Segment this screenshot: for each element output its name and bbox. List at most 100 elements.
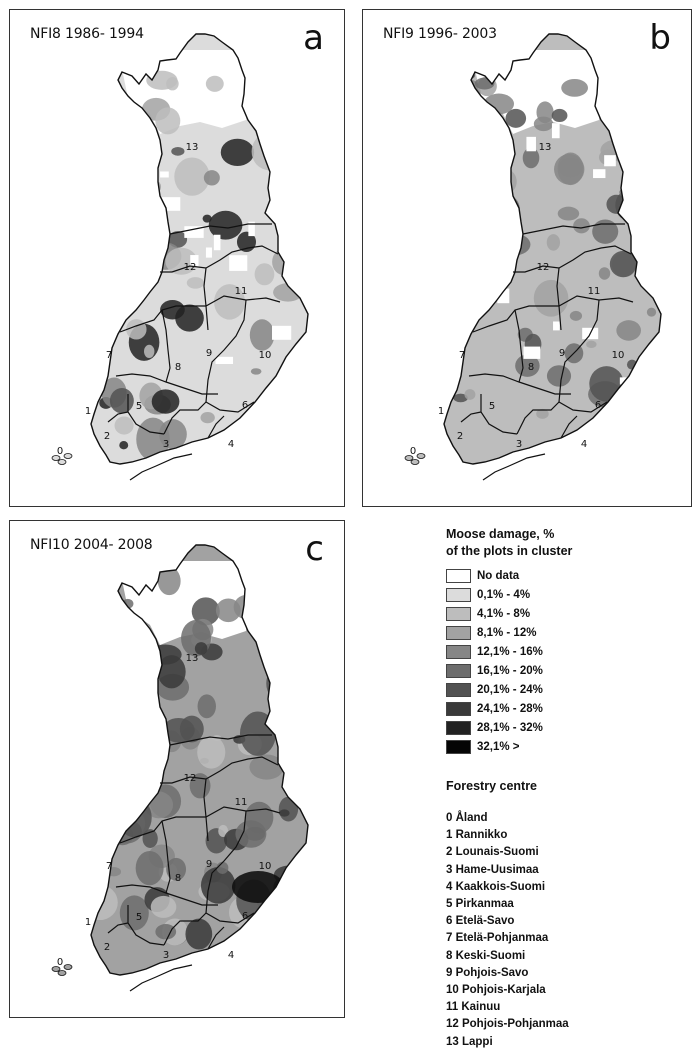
country-outline	[90, 544, 309, 976]
forestry-centre-item: 1 Rannikko	[446, 829, 508, 842]
region-number: 2	[457, 431, 463, 442]
region-number: 1	[85, 917, 91, 928]
region-number: 4	[228, 950, 234, 961]
no-data-area	[118, 50, 250, 134]
damage-cluster	[586, 340, 597, 349]
region-number: 10	[259, 861, 272, 872]
region-number: 7	[106, 861, 112, 872]
map-panel-b: 0 1 2 3 4 5 6 7 8 9 10 11 12 13 NFI9 1996- 2003 b	[362, 9, 692, 507]
forestry-centre-item: 2 Lounais-Suomi	[446, 846, 539, 859]
damage-cluster	[281, 674, 295, 692]
region-number: 1	[438, 406, 444, 417]
forestry-centre-border	[205, 810, 247, 914]
damage-cluster	[254, 263, 275, 286]
aland-island	[63, 964, 73, 970]
damage-cluster	[609, 250, 637, 278]
forestry-centre-border	[472, 295, 634, 333]
legend-swatch	[446, 663, 471, 678]
region-number: 8	[528, 362, 534, 373]
damage-cluster	[627, 427, 653, 455]
region-number: 0	[57, 957, 63, 968]
legend-swatch	[446, 644, 471, 659]
damage-cluster	[522, 147, 540, 169]
damage-cluster	[233, 594, 261, 620]
region-number: 1	[85, 406, 91, 417]
damage-cluster	[505, 108, 527, 128]
damage-cluster	[271, 659, 298, 686]
no-data-patch	[593, 169, 606, 179]
damage-cluster	[205, 75, 224, 92]
damage-cluster	[573, 218, 590, 234]
country-outline	[90, 33, 309, 465]
damage-cluster	[483, 93, 515, 115]
region-number: 13	[186, 653, 199, 664]
forestry-centre-border	[127, 905, 165, 946]
region-number: 9	[559, 348, 565, 359]
forestry-centre-item: 5 Pirkanmaa	[446, 898, 514, 911]
no-data-patch	[475, 158, 491, 167]
damage-cluster	[185, 918, 213, 950]
legend-item: 0,1% - 4%	[446, 585, 686, 604]
damage-cluster	[249, 433, 272, 451]
damage-cluster	[614, 432, 629, 450]
legend-label: 0,1% - 4%	[477, 588, 531, 601]
forestry-centre-border	[119, 806, 281, 844]
damage-cluster	[186, 277, 205, 289]
damage-cluster	[551, 108, 568, 123]
damage-cluster	[166, 857, 187, 881]
damage-cluster	[166, 77, 179, 91]
panel-title: NFI10 2004- 2008	[30, 537, 153, 553]
forestry-centre-item: 12 Pohjois-Pohjanmaa	[446, 1018, 569, 1031]
forestry-centre-border	[160, 245, 279, 273]
legend-label: 4,1% - 8%	[477, 607, 531, 620]
damage-cluster	[203, 170, 220, 186]
legend-label: No data	[477, 569, 520, 582]
damage-cluster	[278, 796, 299, 822]
damage-cluster	[646, 307, 657, 317]
region-number: 3	[163, 950, 169, 961]
damage-cluster	[109, 388, 134, 414]
region-number: 6	[242, 911, 248, 922]
forestry-centre-border	[558, 299, 600, 403]
damage-cluster	[141, 233, 151, 240]
damage-cluster	[459, 247, 491, 277]
forestry-centre-border	[161, 309, 171, 383]
map-panel-c: 0 1 2 3 4 5 6 7 8 9 10 11 12 13 NFI10 2004- 2008 c	[9, 520, 345, 1018]
forestry-centre-border	[160, 756, 279, 784]
legend-label: 20,1% - 24%	[477, 683, 543, 696]
damage-cluster	[157, 655, 186, 689]
damage-cluster	[235, 820, 267, 848]
forestry-centre-item: 8 Keski-Suomi	[446, 949, 526, 962]
legend-swatch	[446, 587, 471, 602]
forestry-centre-border	[460, 411, 482, 423]
no-data-patch	[128, 232, 138, 241]
no-data-patch	[215, 356, 234, 364]
legend-title: Moose damage, %	[446, 527, 555, 541]
damage-cluster	[116, 180, 153, 219]
region-number: 13	[539, 142, 552, 153]
region-number: 5	[136, 912, 142, 923]
damage-cluster	[249, 319, 275, 351]
legend-swatch	[446, 720, 471, 735]
legend-swatch	[446, 701, 471, 716]
region-number: 6	[595, 400, 601, 411]
damage-cluster	[533, 279, 569, 317]
damage-cluster	[117, 797, 152, 838]
forestry-centre-item: 6 Etelä-Savo	[446, 915, 515, 928]
damage-cluster	[533, 116, 554, 132]
region-number: 11	[235, 286, 248, 297]
forestry-centre-border	[169, 223, 272, 235]
no-data-patch	[184, 226, 204, 238]
aland-island	[57, 970, 67, 976]
damage-cluster	[626, 406, 652, 425]
region-number: 3	[163, 439, 169, 450]
legend-label: 8,1% - 12%	[477, 626, 537, 639]
region-number: 6	[242, 400, 248, 411]
region-number: 5	[136, 401, 142, 412]
damage-cluster	[629, 173, 657, 203]
forestry-centre-border	[558, 401, 608, 413]
forestry-centre-border	[514, 309, 524, 383]
damage-cluster	[157, 566, 181, 596]
damage-cluster	[115, 302, 127, 314]
